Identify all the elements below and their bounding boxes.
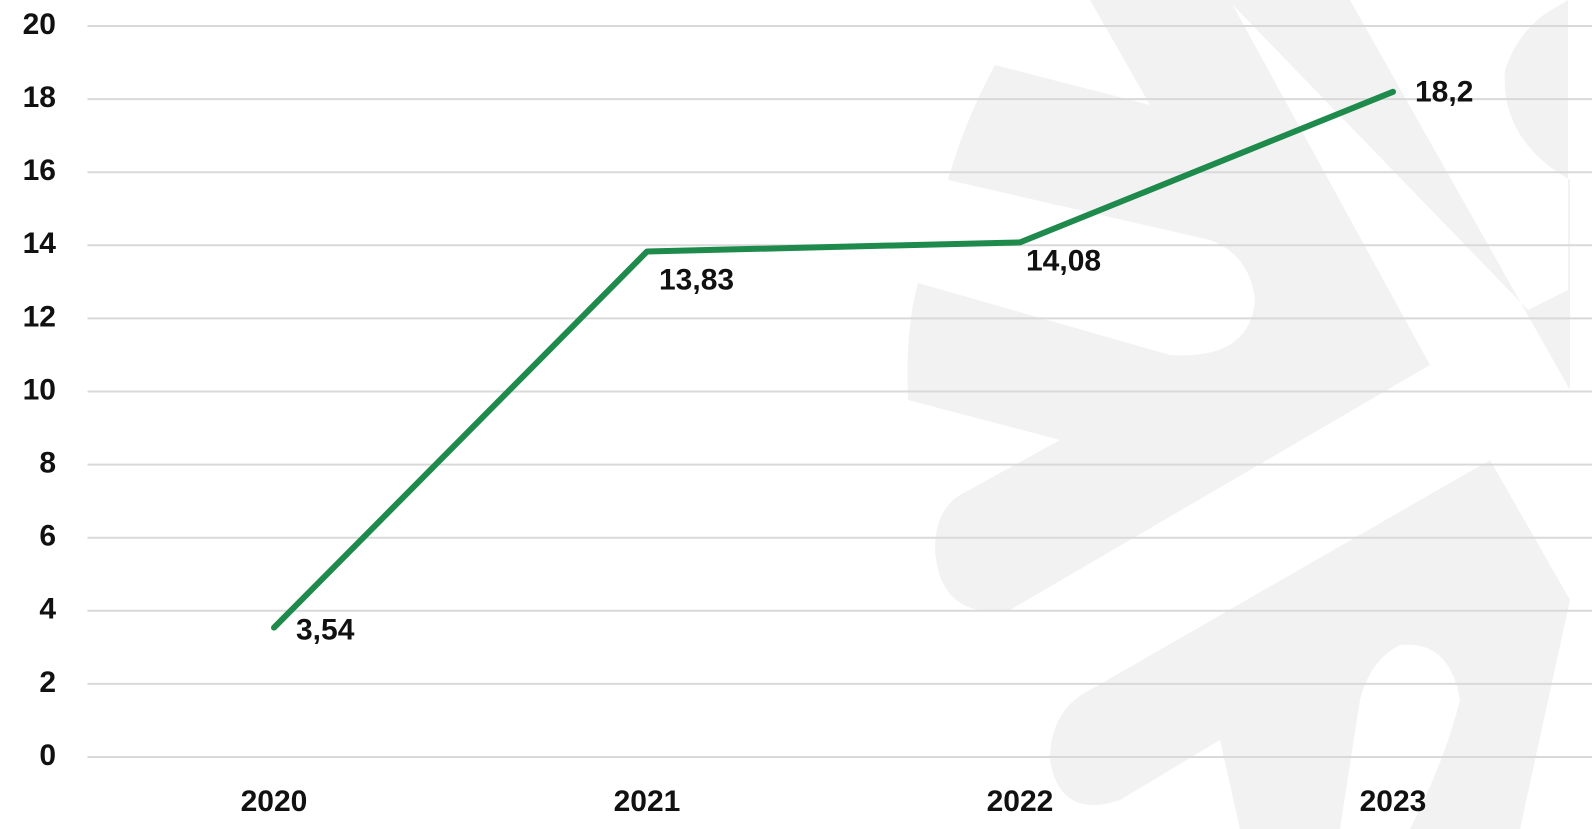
y-tick-label: 8 — [39, 447, 56, 480]
data-label: 18,2 — [1415, 76, 1473, 109]
watermark — [907, 0, 1570, 829]
y-tick-label: 20 — [23, 8, 56, 41]
y-tick-label: 18 — [23, 81, 56, 114]
data-label: 3,54 — [296, 614, 355, 647]
x-tick-label: 2023 — [1360, 785, 1427, 818]
y-tick-label: 10 — [23, 373, 56, 406]
y-tick-label: 4 — [39, 593, 56, 626]
y-tick-label: 6 — [39, 520, 56, 553]
y-tick-label: 2 — [39, 666, 56, 699]
x-tick-label: 2020 — [241, 785, 308, 818]
x-tick-label: 2021 — [614, 785, 681, 818]
x-tick-label: 2022 — [987, 785, 1054, 818]
y-tick-label: 12 — [23, 300, 56, 333]
y-tick-label: 14 — [23, 227, 57, 260]
y-tick-label: 0 — [39, 739, 56, 772]
data-line — [271, 88, 1396, 631]
data-label: 14,08 — [1026, 244, 1101, 277]
y-tick-label: 16 — [23, 154, 56, 187]
data-label: 13,83 — [659, 263, 734, 296]
